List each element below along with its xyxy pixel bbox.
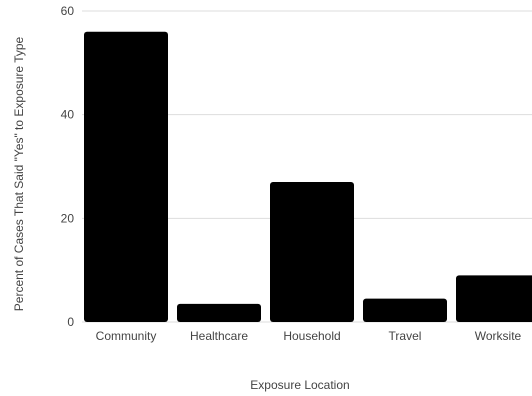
x-tick-label: Household: [283, 329, 340, 343]
bar-worksite: [456, 275, 532, 322]
bar-community: [84, 31, 168, 322]
y-tick-label: 0: [67, 315, 74, 329]
y-tick-label: 20: [61, 211, 75, 225]
y-tick-label: 60: [61, 4, 75, 18]
x-tick-label: Worksite: [475, 329, 522, 343]
x-tick-label: Travel: [389, 329, 422, 343]
y-axis-title: Percent of Cases That Said "Yes" to Expo…: [12, 36, 26, 311]
y-axis-ticks: 0 20 40 60: [61, 4, 75, 329]
bar-healthcare: [177, 303, 261, 322]
x-tick-label: Community: [96, 329, 157, 343]
y-tick-label: 40: [61, 108, 75, 122]
x-axis-title: Exposure Location: [250, 378, 349, 392]
x-axis-ticks: Community Healthcare Household Travel Worksi…: [96, 329, 522, 343]
bar-travel: [363, 298, 447, 322]
bars: [84, 31, 532, 322]
x-tick-label: Healthcare: [190, 329, 248, 343]
bar-household: [270, 182, 354, 322]
